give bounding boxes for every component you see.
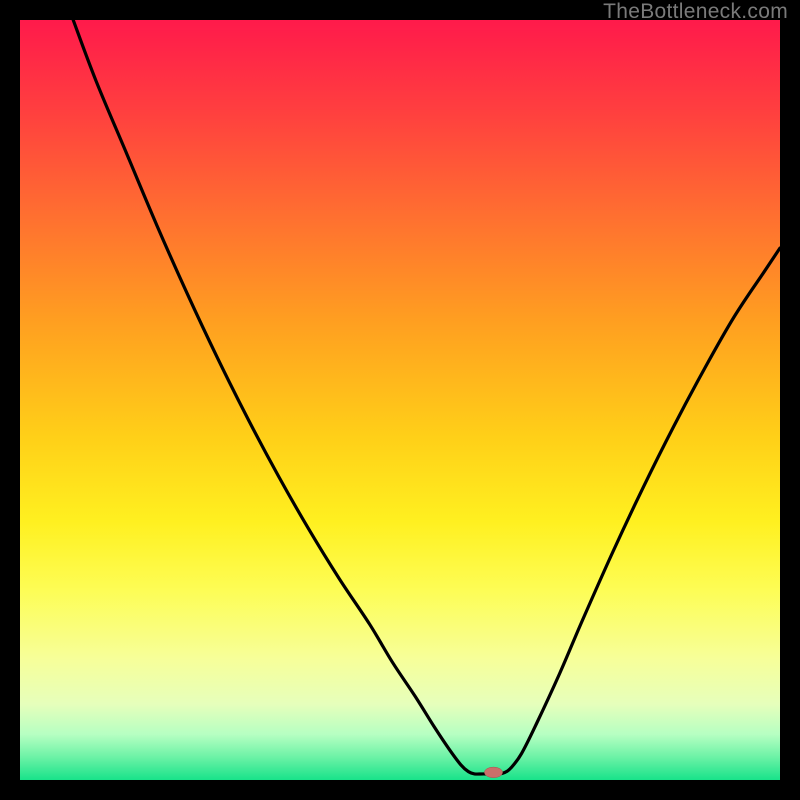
bottleneck-curve-chart [20,20,780,780]
watermark-label: TheBottleneck.com [603,0,788,24]
optimum-marker [484,767,502,778]
chart-stage: TheBottleneck.com [0,0,800,800]
plot-area [20,20,780,780]
gradient-background [20,20,780,780]
